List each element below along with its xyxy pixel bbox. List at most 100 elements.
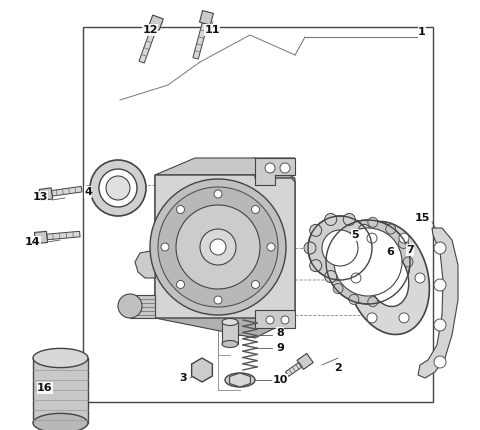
Polygon shape	[255, 158, 295, 185]
Text: 1: 1	[418, 27, 426, 37]
Text: 14: 14	[25, 237, 41, 247]
Circle shape	[334, 228, 402, 296]
Polygon shape	[229, 373, 251, 387]
Bar	[33, 358, 88, 423]
Circle shape	[280, 163, 290, 173]
Polygon shape	[286, 362, 302, 376]
Ellipse shape	[367, 249, 409, 307]
Circle shape	[214, 296, 222, 304]
Ellipse shape	[33, 413, 88, 430]
Circle shape	[367, 233, 377, 243]
Polygon shape	[193, 23, 207, 59]
Circle shape	[403, 257, 413, 267]
Text: 4: 4	[84, 187, 92, 197]
Circle shape	[252, 280, 260, 289]
Polygon shape	[255, 310, 295, 328]
Circle shape	[161, 243, 169, 251]
Circle shape	[434, 279, 446, 291]
Circle shape	[214, 190, 222, 198]
Circle shape	[267, 243, 275, 251]
Circle shape	[399, 313, 409, 323]
Text: 9: 9	[276, 343, 284, 353]
Circle shape	[265, 163, 275, 173]
Circle shape	[310, 224, 322, 237]
Circle shape	[324, 267, 334, 276]
Circle shape	[252, 206, 260, 214]
Text: 16: 16	[37, 383, 53, 393]
Ellipse shape	[192, 371, 212, 379]
Text: 7: 7	[406, 245, 414, 255]
Ellipse shape	[222, 319, 238, 326]
Circle shape	[351, 273, 361, 283]
Circle shape	[304, 242, 316, 254]
Polygon shape	[35, 231, 48, 243]
Text: 11: 11	[204, 25, 220, 35]
Ellipse shape	[225, 373, 255, 387]
Circle shape	[434, 242, 446, 254]
Circle shape	[398, 238, 408, 249]
Text: 5: 5	[351, 230, 359, 240]
Bar	[222, 322, 238, 344]
Circle shape	[281, 316, 289, 324]
Circle shape	[434, 319, 446, 331]
Circle shape	[415, 273, 425, 283]
Circle shape	[200, 229, 236, 265]
Circle shape	[386, 224, 396, 234]
Circle shape	[364, 242, 376, 254]
Circle shape	[176, 205, 260, 289]
Circle shape	[434, 356, 446, 368]
Ellipse shape	[222, 341, 238, 347]
Polygon shape	[47, 231, 80, 240]
Circle shape	[99, 169, 137, 207]
Circle shape	[358, 260, 370, 272]
Polygon shape	[39, 188, 53, 200]
Circle shape	[325, 213, 337, 225]
Circle shape	[177, 206, 184, 214]
Text: 6: 6	[386, 247, 394, 257]
Circle shape	[150, 179, 286, 315]
Circle shape	[368, 217, 378, 227]
Circle shape	[368, 297, 378, 307]
Circle shape	[349, 295, 359, 304]
Polygon shape	[200, 11, 214, 25]
Circle shape	[343, 213, 355, 225]
Circle shape	[333, 230, 343, 240]
Circle shape	[106, 176, 130, 200]
Polygon shape	[418, 228, 458, 378]
Ellipse shape	[33, 348, 88, 368]
Polygon shape	[139, 28, 156, 63]
Circle shape	[310, 260, 322, 272]
Polygon shape	[130, 295, 155, 318]
Circle shape	[349, 220, 359, 230]
Circle shape	[308, 216, 372, 280]
Text: 8: 8	[276, 328, 284, 338]
Circle shape	[118, 294, 142, 318]
Circle shape	[324, 247, 334, 258]
Circle shape	[325, 270, 337, 283]
Circle shape	[158, 187, 278, 307]
Circle shape	[343, 270, 355, 283]
Polygon shape	[135, 250, 155, 278]
Circle shape	[210, 239, 226, 255]
Ellipse shape	[347, 221, 430, 335]
Polygon shape	[192, 358, 212, 382]
Circle shape	[358, 224, 370, 237]
Text: 3: 3	[179, 373, 187, 383]
Circle shape	[333, 283, 343, 294]
Polygon shape	[51, 186, 82, 196]
Bar	[83, 27, 433, 402]
Circle shape	[90, 160, 146, 216]
Text: 15: 15	[414, 213, 430, 223]
Polygon shape	[149, 15, 163, 30]
Text: 12: 12	[142, 25, 158, 35]
Circle shape	[266, 316, 274, 324]
Circle shape	[326, 220, 410, 304]
Text: 13: 13	[32, 192, 48, 202]
Polygon shape	[155, 175, 295, 318]
Polygon shape	[297, 353, 313, 369]
Circle shape	[399, 233, 409, 243]
Circle shape	[386, 290, 396, 300]
Circle shape	[177, 280, 184, 289]
Polygon shape	[155, 158, 295, 175]
Text: 10: 10	[272, 375, 288, 385]
